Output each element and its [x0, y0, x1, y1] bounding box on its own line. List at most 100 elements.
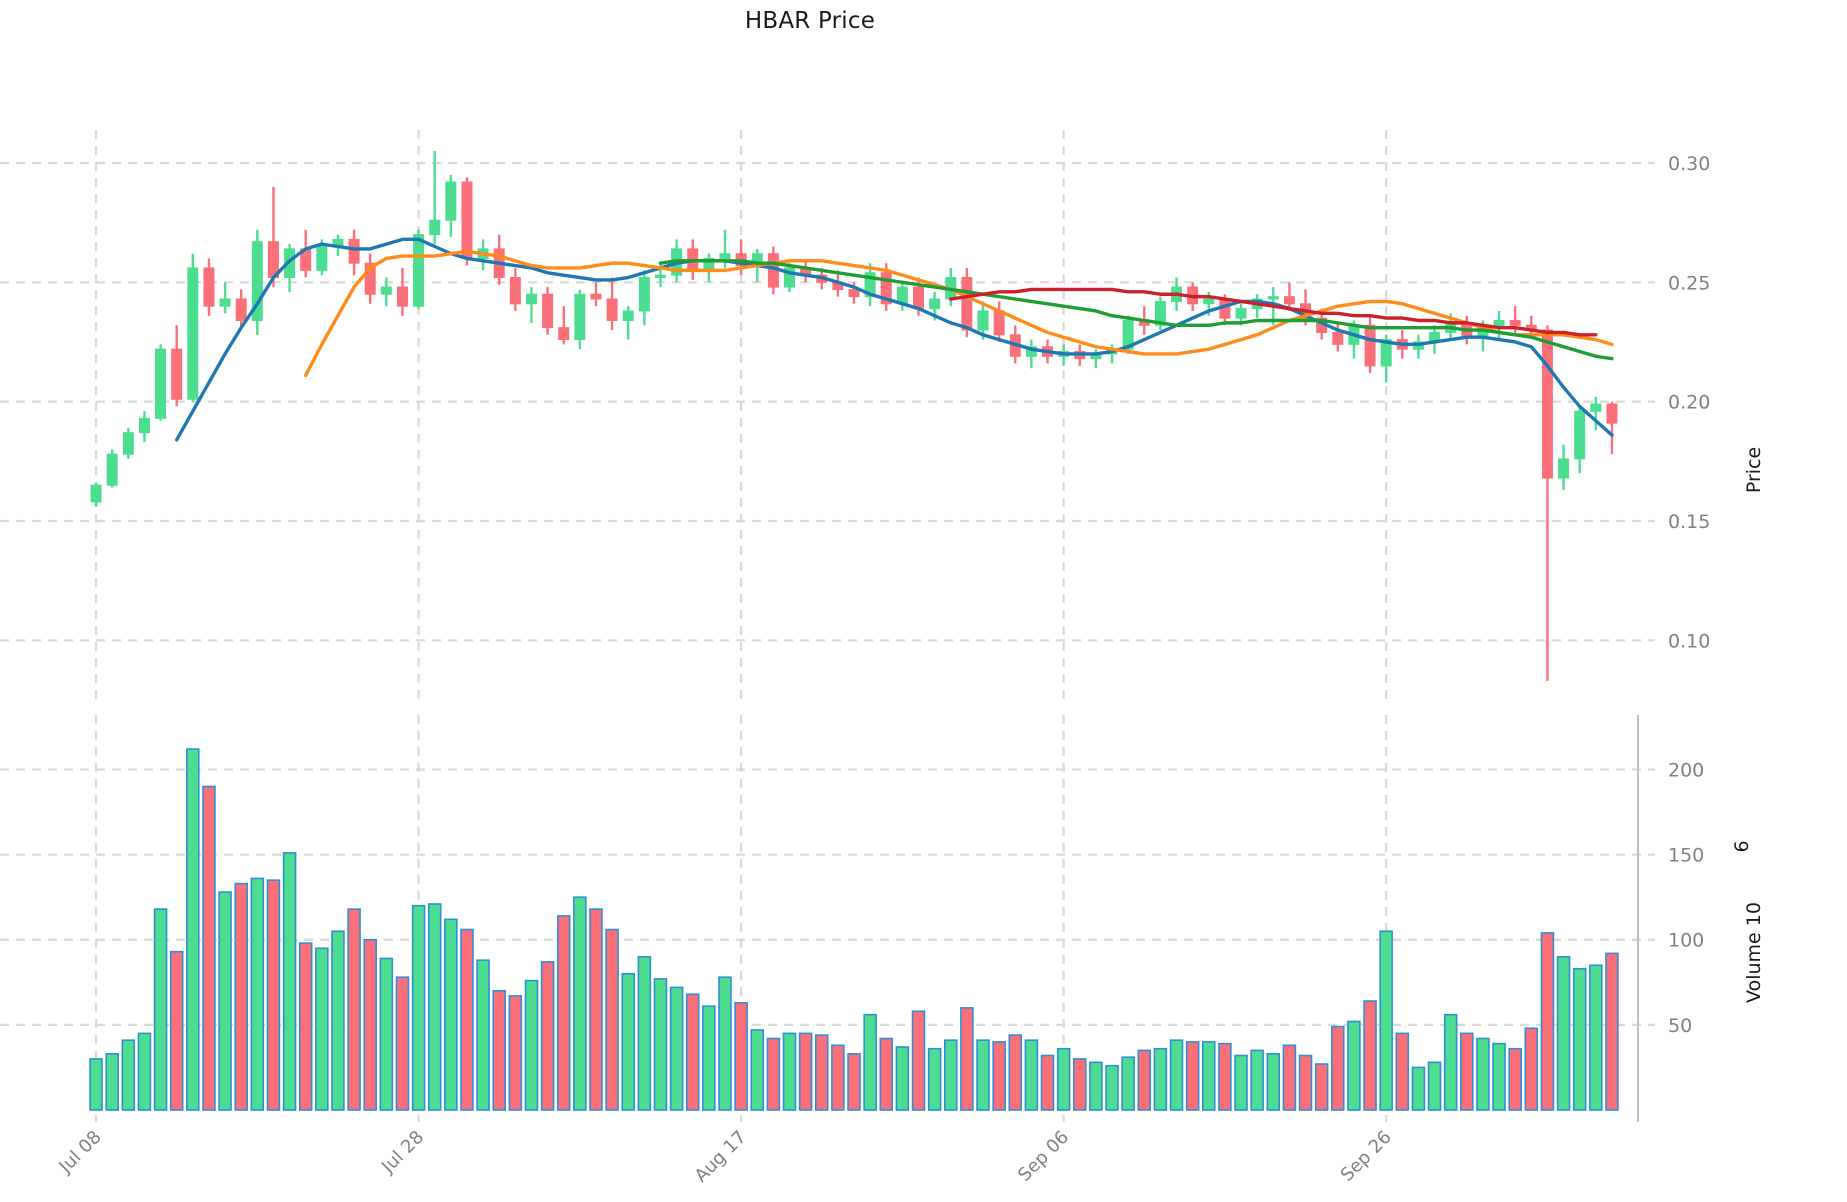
volume-bar — [1589, 964, 1603, 1111]
volume-bar — [1395, 1032, 1410, 1111]
candlestick — [235, 289, 247, 328]
volume-bar — [395, 976, 410, 1111]
ma-line-ma_green — [658, 259, 1614, 361]
volume-bar-layer — [89, 748, 1619, 1111]
candlestick — [1025, 339, 1037, 369]
candlestick — [380, 277, 392, 307]
candlestick — [364, 253, 376, 304]
volume-bar — [589, 908, 603, 1111]
volume-bar — [1105, 1064, 1119, 1111]
candlestick — [187, 253, 199, 402]
volume-bar — [1202, 1041, 1216, 1111]
ma-line-ma_darkred — [949, 287, 1598, 337]
volume-bar — [895, 1046, 910, 1111]
volume-bar — [331, 930, 345, 1111]
volume-bar — [847, 1053, 861, 1111]
volume-bar — [540, 961, 555, 1111]
volume-bar — [1556, 955, 1571, 1111]
candlestick — [542, 287, 554, 335]
candlestick — [800, 260, 812, 283]
candlestick — [1493, 310, 1505, 340]
ma-line-ma_blue — [174, 237, 1614, 442]
candlestick — [783, 263, 795, 292]
candlestick — [219, 282, 231, 314]
volume-bar — [1153, 1047, 1168, 1111]
volume-bar — [137, 1032, 152, 1111]
price-tick-label-1: 0.25 — [1668, 272, 1710, 294]
volume-bar — [1460, 1032, 1474, 1111]
volume-axis-exponent: 6 — [1731, 840, 1753, 852]
candlestick — [1590, 396, 1602, 431]
candlestick — [961, 267, 973, 338]
volume-bar — [1008, 1034, 1023, 1111]
volume-bar — [379, 957, 394, 1111]
x-tick-label-0: Jul 08 — [54, 1127, 105, 1178]
volume-bar — [1347, 1020, 1361, 1111]
volume-bar — [1314, 1063, 1329, 1111]
volume-bar — [1298, 1054, 1313, 1111]
volume-bar — [605, 928, 619, 1111]
volume-bar — [1605, 952, 1619, 1111]
volume-bar — [556, 915, 571, 1111]
volume-bar — [169, 950, 184, 1111]
volume-bar — [298, 942, 313, 1111]
price-axis-title: Price — [1743, 447, 1765, 493]
volume-bar — [911, 1010, 926, 1111]
candlestick — [896, 282, 908, 311]
volume-bar — [1540, 932, 1555, 1111]
volume-bar — [814, 1034, 829, 1111]
volume-bar — [734, 1001, 748, 1111]
candlestick — [493, 234, 505, 285]
volume-bar — [1476, 1037, 1490, 1111]
volume-bar — [427, 903, 442, 1111]
candlestick — [1606, 401, 1618, 455]
volume-bar — [492, 990, 506, 1111]
candlestick — [638, 270, 650, 326]
volume-bar — [1056, 1047, 1071, 1111]
candlestick — [622, 306, 634, 340]
price-tick-label-2: 0.20 — [1668, 392, 1710, 414]
volume-bar — [476, 959, 490, 1111]
volume-bar — [1185, 1041, 1200, 1111]
volume-bar — [1524, 1027, 1539, 1111]
volume-bar — [524, 979, 539, 1111]
candlestick — [155, 344, 167, 421]
volume-bar — [460, 928, 474, 1111]
candlestick — [90, 482, 102, 507]
volume-tick-label-1: 150 — [1668, 845, 1704, 867]
volume-bar — [831, 1044, 845, 1111]
volume-bar — [347, 908, 361, 1111]
candlestick — [429, 151, 441, 245]
volume-bar — [1137, 1049, 1152, 1111]
volume-bar — [669, 986, 684, 1111]
volume-bar — [1379, 930, 1393, 1111]
candlestick — [300, 229, 312, 278]
volume-bar — [1024, 1039, 1039, 1111]
volume-bar — [1427, 1061, 1442, 1111]
volume-bar — [1363, 1000, 1377, 1111]
volume-bar — [266, 879, 281, 1111]
candlestick — [864, 263, 876, 307]
candlestick — [590, 282, 602, 307]
volume-bar — [282, 852, 297, 1111]
candlestick — [413, 229, 425, 309]
candlestick — [703, 253, 715, 283]
volume-bar — [1169, 1039, 1184, 1111]
candlestick — [348, 229, 360, 276]
volume-bar — [1508, 1047, 1522, 1111]
x-tick-label-3: Sep 06 — [1014, 1127, 1073, 1186]
volume-bar — [653, 978, 668, 1111]
volume-bar — [153, 908, 168, 1111]
volume-bar — [202, 785, 216, 1111]
volume-bar — [992, 1041, 1006, 1111]
volume-bar — [1282, 1044, 1297, 1111]
volume-bar — [637, 955, 652, 1111]
volume-bar — [1121, 1056, 1135, 1111]
volume-bar — [218, 891, 232, 1111]
candlestick — [1541, 325, 1553, 681]
x-tick-label-2: Aug 17 — [691, 1127, 751, 1187]
ma-line-ma_orange — [304, 249, 1614, 378]
volume-bar — [782, 1032, 797, 1111]
candlestick — [574, 289, 586, 350]
volume-bar — [766, 1037, 781, 1111]
